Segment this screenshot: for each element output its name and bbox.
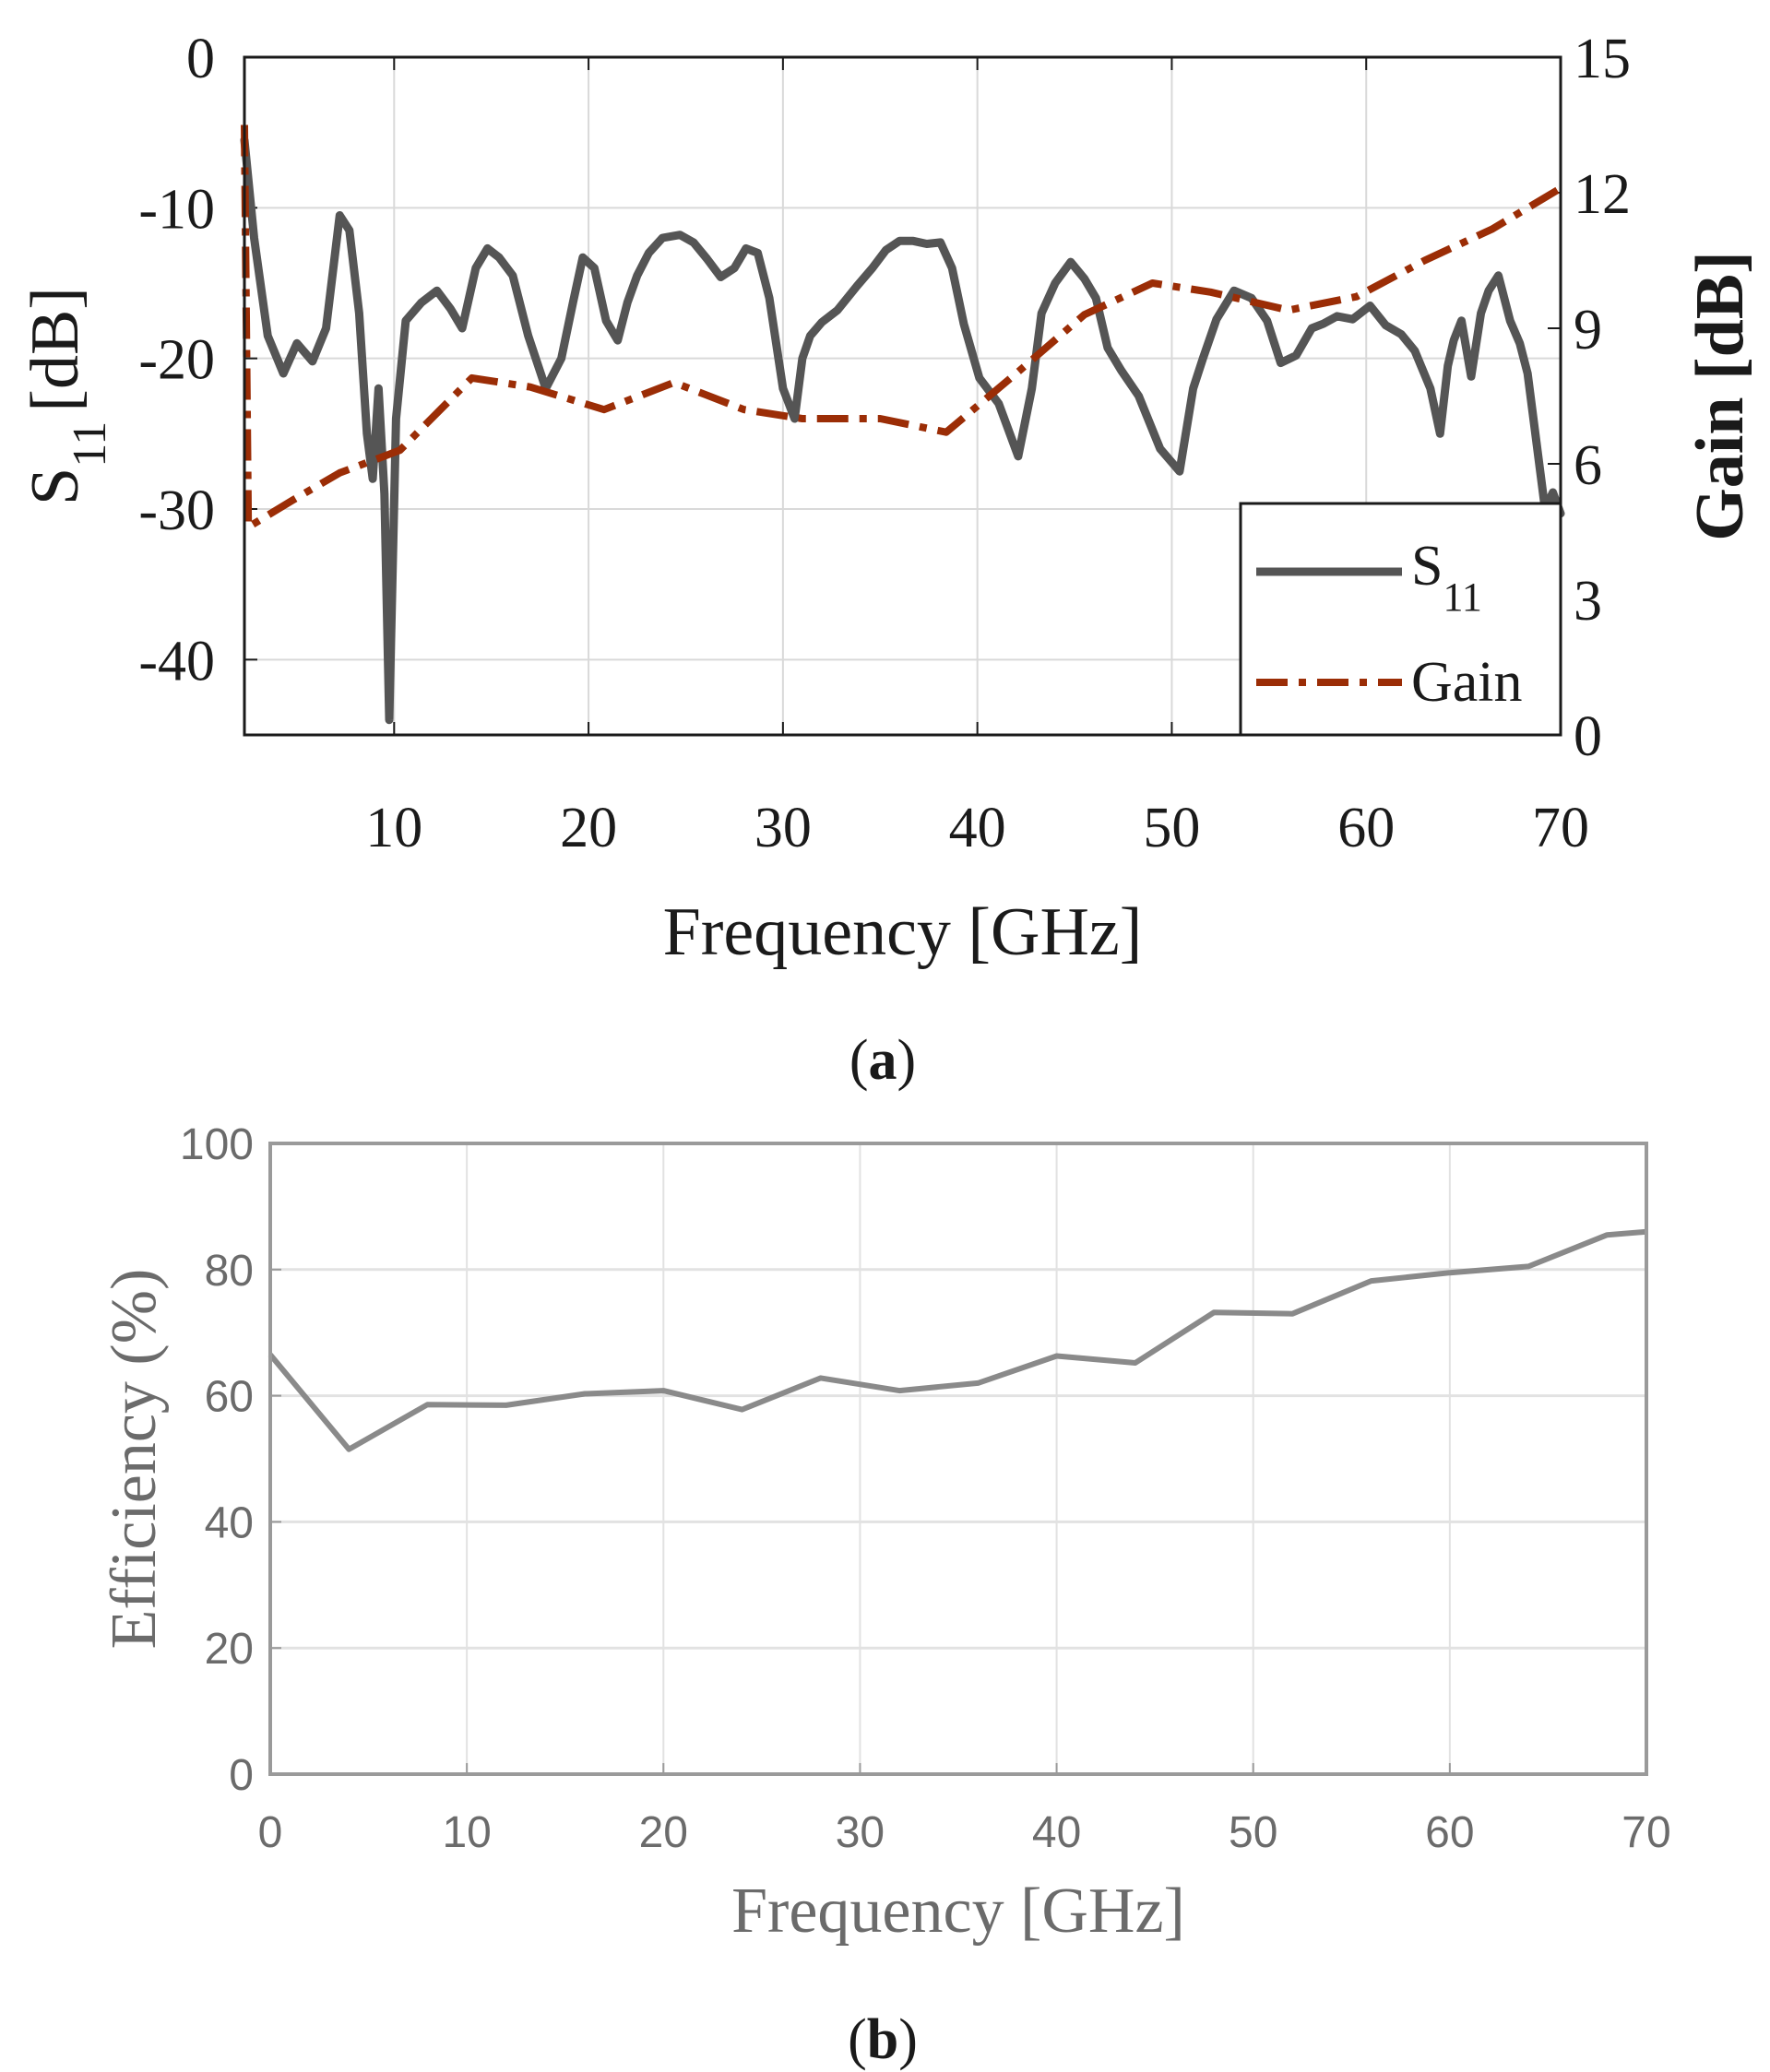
x-axis-title-a: Frequency [GHz] <box>663 894 1143 970</box>
caption-a-letter: a <box>869 1029 897 1092</box>
y-tick-label-b: 40 <box>205 1498 254 1547</box>
y-axis-title-right-a: Gain [dB] <box>1682 251 1758 541</box>
y-tick-label-left-a: -20 <box>138 329 215 392</box>
x-tick-label-a: 60 <box>1337 797 1395 859</box>
caption-b-close: ) <box>898 2008 918 2071</box>
legend-label-gain: Gain <box>1411 651 1523 714</box>
y-tick-label-b: 0 <box>229 1751 254 1800</box>
x-axis-title-b: Frequency [GHz] <box>731 1876 1185 1947</box>
y-tick-label-right-a: 15 <box>1574 28 1631 90</box>
x-tick-label-a: 20 <box>560 797 617 859</box>
y-tick-label-right-a: 9 <box>1574 299 1602 361</box>
x-tick-label-b: 30 <box>836 1808 885 1857</box>
y-tick-label-right-a: 3 <box>1574 570 1602 633</box>
caption-b-open: ( <box>848 2008 867 2071</box>
caption-a-close: ) <box>897 1029 917 1092</box>
x-tick-label-b: 40 <box>1032 1808 1081 1857</box>
y-tick-label-left-a: 0 <box>186 28 215 90</box>
y-tick-label-b: 20 <box>205 1625 254 1674</box>
series-line-s11 <box>240 136 1565 725</box>
x-tick-label-b: 10 <box>442 1808 491 1857</box>
y-axis-title-left-unit: [dB] <box>18 287 93 412</box>
y-tick-label-right-a: 12 <box>1574 163 1631 226</box>
y-tick-label-left-a: -10 <box>138 178 215 241</box>
caption-b: (b) <box>848 2008 918 2071</box>
x-tick-label-a: 10 <box>365 797 422 859</box>
x-tick-label-b: 70 <box>1622 1808 1670 1857</box>
y-axis-title-b: Efficiency (%) <box>99 1269 170 1650</box>
legend-label-s11-main: S <box>1411 535 1443 598</box>
y-tick-label-b: 100 <box>180 1120 254 1169</box>
caption-a-open: ( <box>849 1029 869 1092</box>
legend-label-s11-sub: 11 <box>1443 574 1481 620</box>
y-tick-label-right-a: 0 <box>1574 705 1602 768</box>
series-line-gain <box>241 124 1563 531</box>
x-tick-label-a: 50 <box>1143 797 1200 859</box>
x-tick-label-b: 0 <box>258 1808 283 1857</box>
y-tick-label-b: 60 <box>205 1373 254 1422</box>
legend-label-s11: S11 <box>1411 535 1482 620</box>
y-axis-title-left-a: S11 [dB] <box>18 287 116 505</box>
x-tick-label-a: 40 <box>949 797 1006 859</box>
y-tick-label-right-a: 6 <box>1574 434 1602 497</box>
x-tick-label-b: 50 <box>1229 1808 1277 1857</box>
y-axis-title-left-main: S <box>18 468 93 505</box>
y-tick-label-left-a: -40 <box>138 630 215 693</box>
plot-area-b <box>270 1143 1646 1774</box>
caption-b-letter: b <box>867 2008 898 2071</box>
axes-frame-b <box>268 1142 1648 1776</box>
legend-box-a <box>1239 502 1562 737</box>
y-axis-title-left-sub: 11 <box>64 421 116 468</box>
x-tick-label-b: 60 <box>1425 1808 1474 1857</box>
axes-frame-a <box>243 55 1562 737</box>
x-tick-label-a: 30 <box>754 797 812 859</box>
series-line-efficiency <box>267 1228 1647 1452</box>
y-tick-label-b: 80 <box>205 1247 254 1296</box>
x-tick-label-a: 70 <box>1532 797 1589 859</box>
caption-a: (a) <box>849 1029 916 1092</box>
chart-b: 0 10 20 30 40 50 60 70 0 20 40 60 80 100 Frequency [GH… <box>99 1120 1671 2071</box>
x-tick-label-b: 20 <box>639 1808 688 1857</box>
y-tick-label-left-a: -30 <box>138 480 215 542</box>
